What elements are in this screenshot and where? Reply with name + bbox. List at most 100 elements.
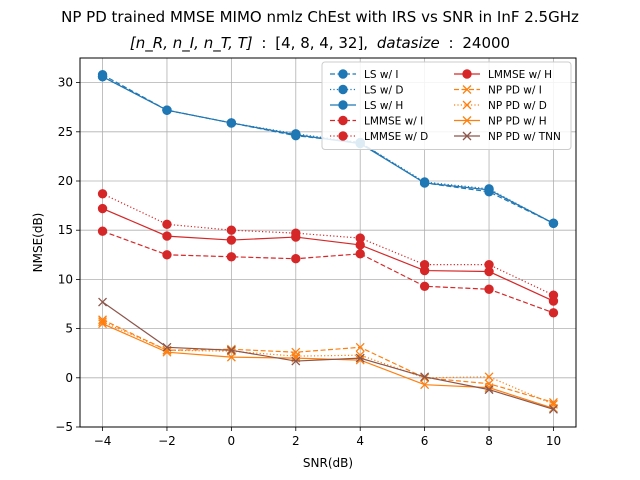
legend-marker [462, 100, 472, 110]
legend-marker [338, 100, 348, 110]
subtitle-vars: [n_R, n_I, n_T, T] [130, 34, 253, 53]
series-lmmse-w-h [97, 203, 559, 306]
legend-item: NP PD w/ H [454, 116, 547, 128]
legend-item: LS w/ H [330, 100, 403, 112]
legend-item: NP PD w/ TNN [454, 131, 561, 143]
x-axis-label: SNR(dB) [303, 456, 353, 470]
legend-label: LS w/ H [364, 100, 403, 112]
y-tick-label: 0 [65, 371, 73, 385]
x-tick-label: −4 [94, 434, 112, 448]
series-line [102, 321, 554, 405]
x-tick-label: −2 [158, 434, 176, 448]
data-point [162, 250, 172, 260]
data-point [355, 342, 365, 352]
data-point [226, 118, 237, 128]
data-point [355, 355, 365, 365]
subtitle-colon-1: : [261, 34, 266, 52]
data-point [98, 315, 108, 325]
legend-item: NP PD w/ D [454, 100, 547, 112]
legend-box [321, 61, 572, 150]
legend-item: LMMSE w/ I [330, 116, 423, 128]
legend-marker [338, 115, 348, 126]
series-line [102, 208, 554, 302]
data-point [98, 297, 108, 307]
data-point [97, 226, 108, 236]
x-axis-ticks: −4 −2 0 2 4 6 8 10 [94, 427, 561, 448]
x-tick-label: 10 [546, 434, 561, 448]
data-point [484, 266, 494, 277]
data-point [548, 296, 559, 306]
data-point [355, 249, 365, 259]
plot-frame [79, 57, 577, 428]
legend-marker [462, 85, 472, 94]
legend-label: LMMSE w/ I [364, 116, 423, 128]
legend-marker [338, 131, 348, 141]
data-point [548, 404, 558, 414]
legend-marker [338, 69, 348, 79]
chart-title: NP PD trained MMSE MIMO nmlz ChEst with … [61, 8, 579, 26]
series-line [102, 323, 554, 409]
subtitle-word: datasize [377, 34, 440, 52]
y-tick-label: 30 [58, 76, 73, 90]
data-point [419, 281, 430, 291]
data-point [291, 130, 301, 140]
data-point [419, 178, 430, 188]
data-point [484, 372, 494, 382]
data-point [226, 345, 236, 355]
data-point [355, 353, 365, 363]
subtitle-colon-2: : [449, 34, 454, 52]
legend: LS w/ I LS w/ D LS w/ H LMMSE w/ I LMMSE w/ … [321, 61, 572, 150]
x-tick-label: 2 [292, 434, 300, 448]
data-point [484, 385, 494, 395]
x-tick-label: 6 [421, 434, 429, 448]
data-point [484, 284, 494, 294]
legend-label: NP PD w/ I [488, 85, 542, 97]
series-lmmse-w-i [97, 226, 559, 318]
legend-item: NP PD w/ I [454, 85, 542, 97]
data-point [420, 372, 430, 382]
legend-label: LMMSE w/ D [364, 131, 428, 143]
legend-item: LS w/ I [330, 69, 398, 81]
subtitle-size: 24000 [462, 34, 510, 52]
legend-item: LMMSE w/ D [330, 131, 428, 143]
x-tick-label: 8 [485, 434, 493, 448]
series-layer [97, 70, 559, 414]
data-point [226, 352, 236, 362]
data-point [97, 71, 108, 82]
legend-label: NP PD w/ H [488, 116, 547, 128]
data-point [420, 380, 430, 390]
y-tick-label: 10 [58, 272, 73, 286]
legend-item: LS w/ D [330, 85, 403, 97]
y-tick-label: 20 [58, 174, 73, 188]
y-tick-label: 5 [65, 322, 73, 336]
legend-label: NP PD w/ D [488, 100, 547, 112]
data-point [419, 265, 430, 276]
legend-marker [338, 84, 348, 95]
subtitle-values: [4, 8, 4, 32], [275, 34, 368, 52]
data-point [162, 219, 172, 229]
data-point [226, 344, 236, 354]
series-line [102, 230, 554, 314]
y-tick-label: −5 [55, 420, 73, 434]
y-tick-label: 25 [58, 125, 73, 139]
data-point [98, 319, 108, 329]
data-point [420, 373, 430, 383]
data-point [226, 235, 237, 245]
data-point [548, 218, 559, 229]
chart-subtitle: [n_R, n_I, n_T, T] : [4, 8, 4, 32], data… [130, 34, 510, 53]
series-line [102, 193, 554, 296]
data-point [291, 254, 301, 264]
legend-marker [462, 131, 472, 141]
y-axis-ticks: −5 0 5 10 15 20 25 30 [55, 76, 80, 434]
data-point [97, 189, 108, 199]
data-point [226, 252, 237, 262]
data-point [162, 342, 172, 352]
legend-label: NP PD w/ TNN [488, 131, 561, 143]
series-np-pd-w-tnn [98, 297, 558, 414]
series-line [102, 301, 554, 410]
y-axis-label: NMSE(dB) [31, 213, 45, 273]
series-line [102, 76, 554, 224]
legend-label: LMMSE w/ H [488, 69, 552, 81]
data-point [162, 231, 172, 241]
